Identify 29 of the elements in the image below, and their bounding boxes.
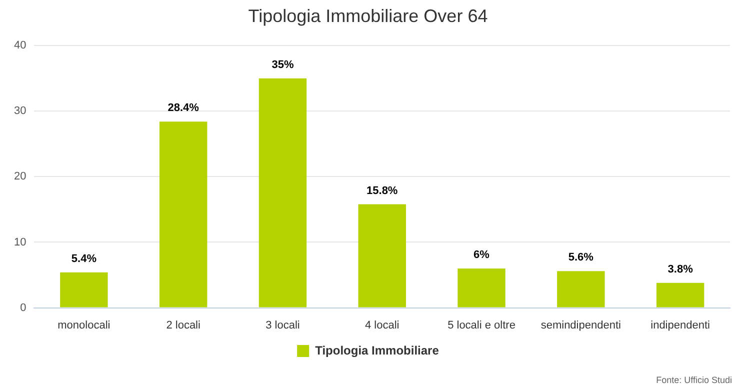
bar: [159, 122, 208, 308]
x-tick-label: 4 locali: [364, 319, 400, 332]
data-label: 15.8%: [366, 184, 398, 197]
chart-title: Tipologia Immobiliare Over 64: [248, 6, 488, 26]
data-label: 3.8%: [668, 263, 694, 276]
bar: [358, 204, 406, 308]
x-tick-label: 3 locali: [266, 319, 300, 332]
source-note: Fonte: Ufficio Studi: [656, 375, 732, 385]
y-tick-label: 0: [20, 302, 26, 314]
y-tick-label: 40: [14, 40, 26, 52]
data-label: 5.4%: [71, 252, 97, 265]
x-tick-label: indipendenti: [650, 319, 710, 332]
x-tick-label: 2 locali: [166, 319, 200, 332]
data-label: 35%: [272, 58, 294, 71]
bar: [258, 78, 307, 308]
x-tick-label: semindipendenti: [540, 319, 621, 332]
data-label: 28.4%: [168, 102, 200, 114]
bar: [458, 268, 506, 308]
x-tick-label: monolocali: [58, 319, 110, 332]
bar: [557, 271, 605, 308]
data-label: 6%: [474, 249, 490, 261]
x-tick-label: 5 locali e oltre: [448, 319, 516, 332]
y-tick-label: 10: [14, 236, 26, 248]
y-tick-label: 30: [14, 105, 26, 118]
bar: [656, 282, 704, 308]
data-label: 5.6%: [568, 252, 594, 264]
y-tick-label: 20: [14, 170, 26, 183]
legend-label: Tipologia Immobiliare: [315, 343, 440, 358]
bar: [60, 272, 108, 308]
